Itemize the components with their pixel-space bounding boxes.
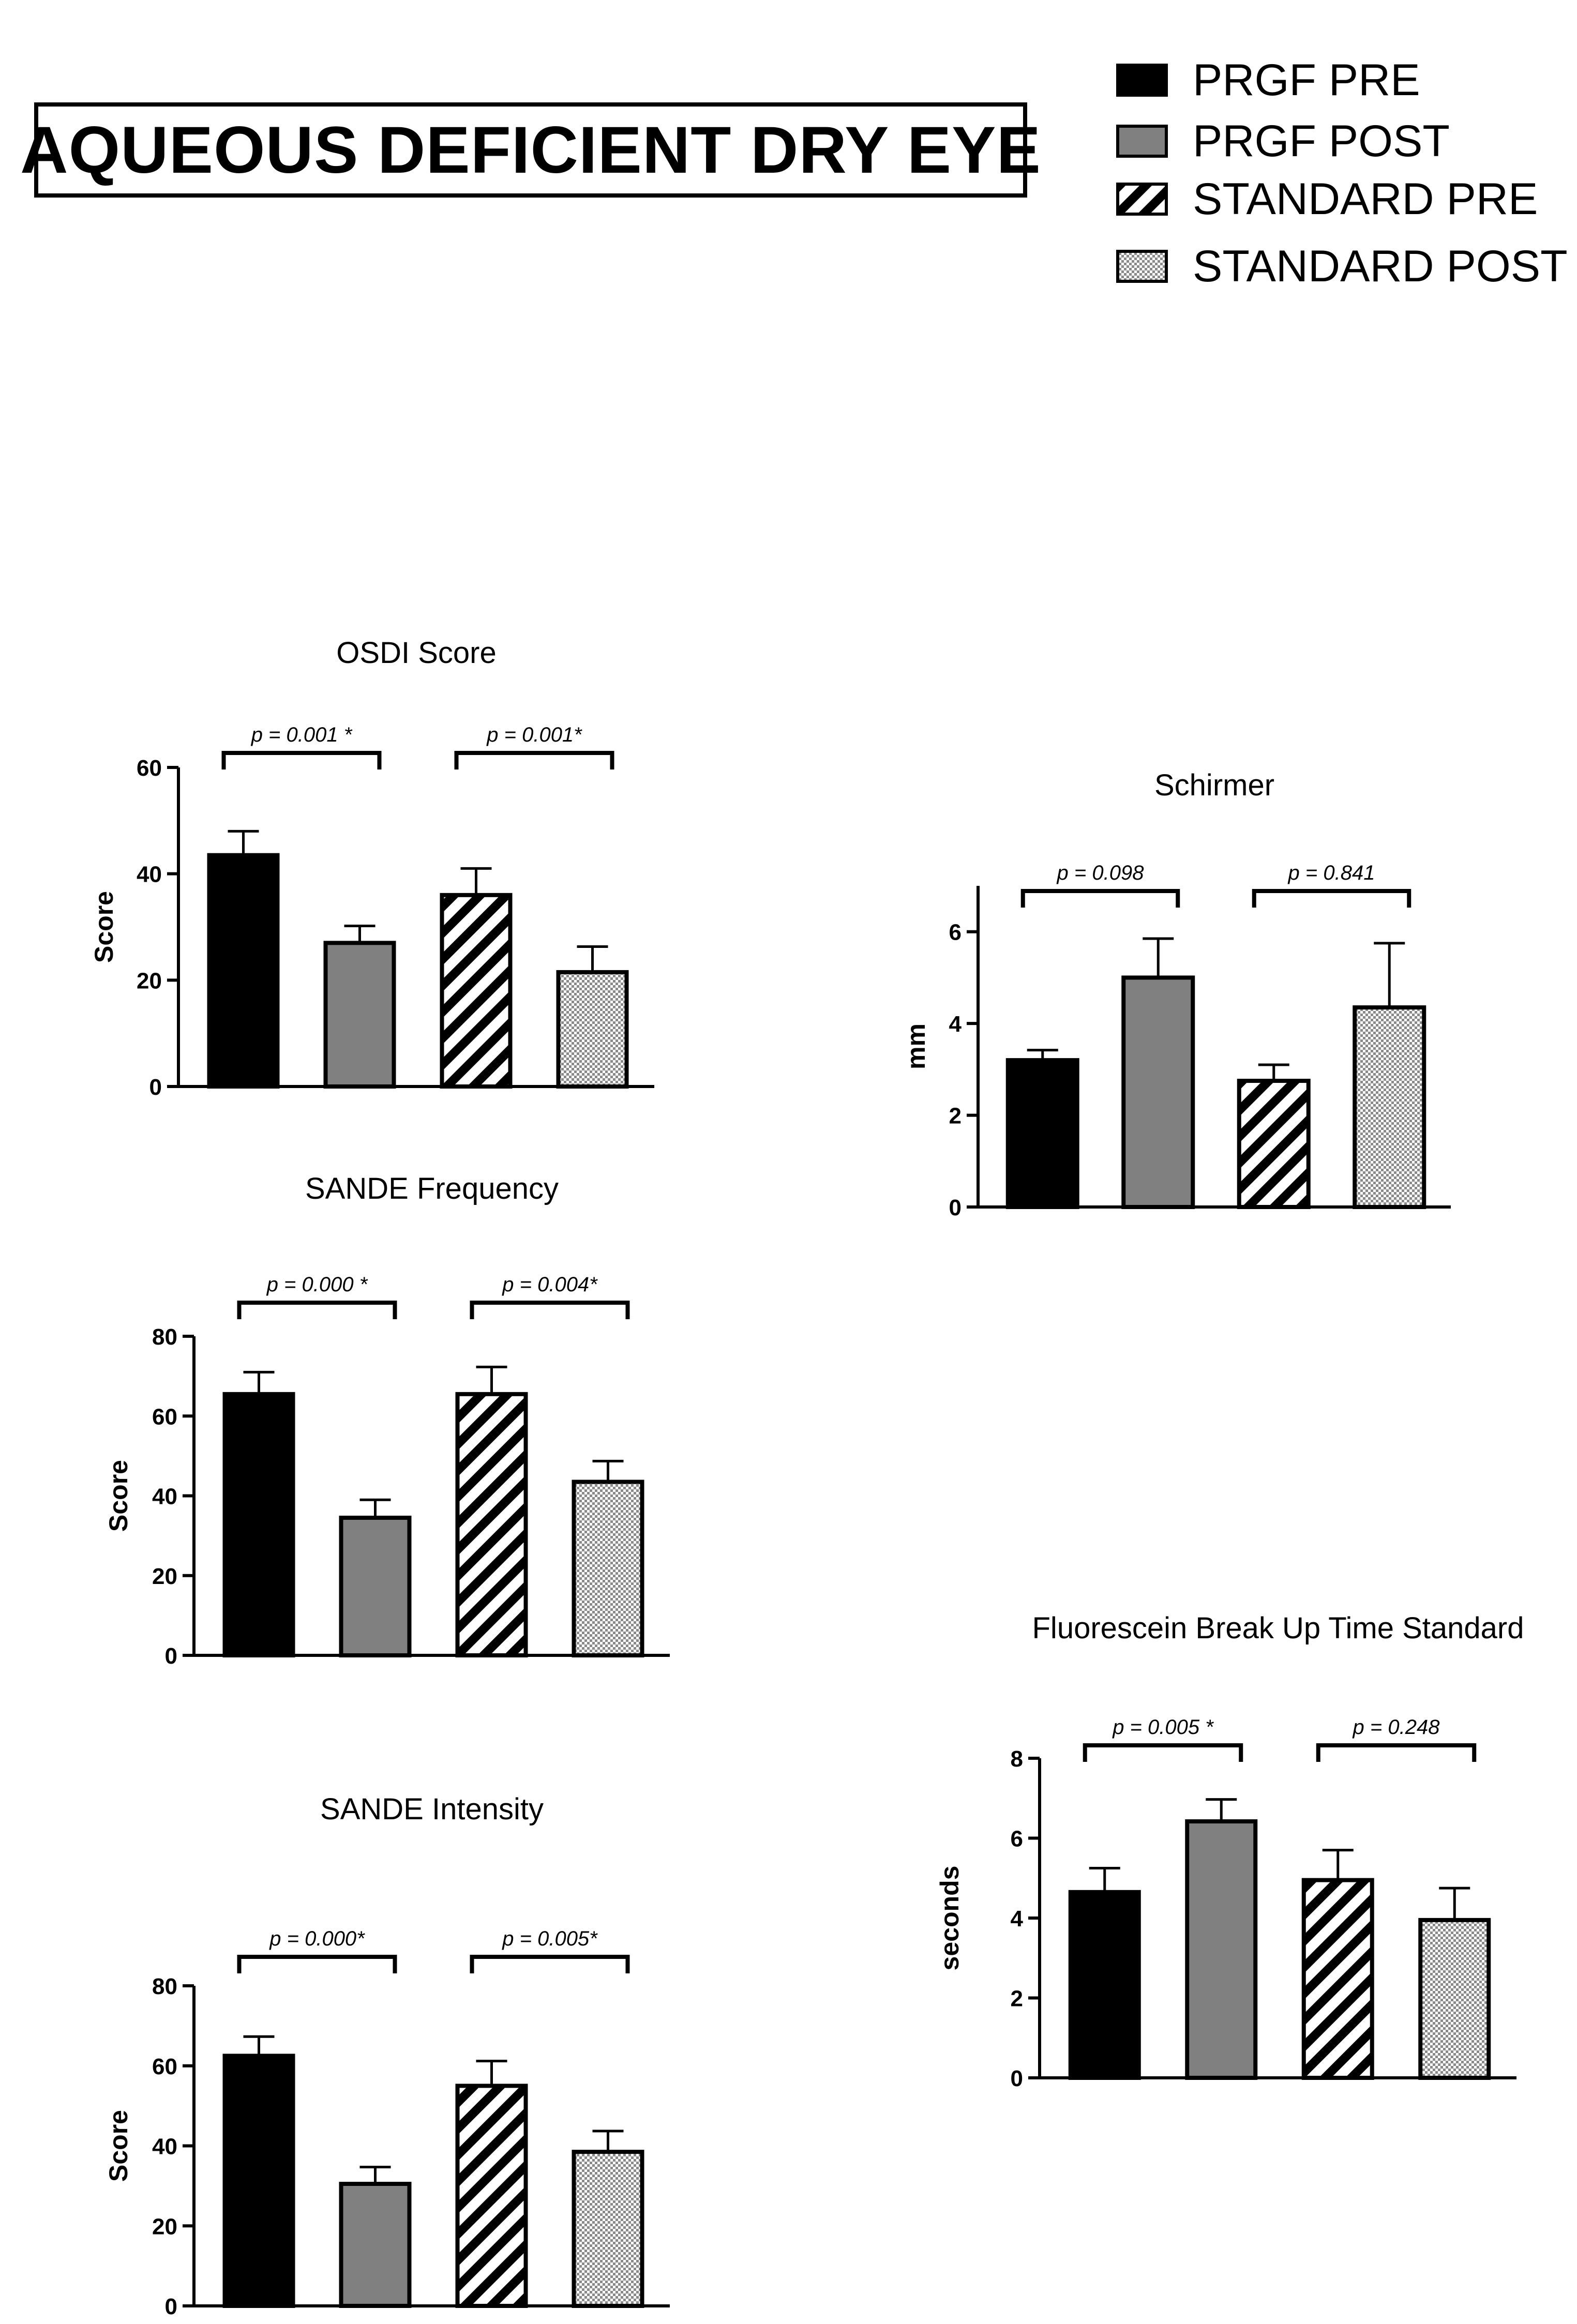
bar bbox=[556, 970, 629, 1089]
bar bbox=[222, 2054, 295, 2308]
significance-bracket bbox=[237, 1955, 397, 1973]
y-tick-label: 0 bbox=[949, 1195, 962, 1220]
bar bbox=[572, 1480, 644, 1658]
bar bbox=[222, 1392, 295, 1658]
y-tick-label: 2 bbox=[949, 1104, 962, 1129]
p-value-label: p = 0.005* bbox=[502, 1927, 598, 1950]
significance-bracket bbox=[1252, 889, 1411, 908]
y-tick-label: 4 bbox=[1011, 1906, 1024, 1931]
chart-title: Schirmer bbox=[1154, 768, 1274, 802]
bar bbox=[207, 853, 280, 1089]
y-tick-label: 20 bbox=[137, 968, 162, 993]
y-tick-label: 60 bbox=[152, 2054, 177, 2079]
bar bbox=[1237, 1079, 1311, 1209]
y-tick-label: 0 bbox=[165, 1643, 177, 1669]
bar bbox=[1185, 1819, 1258, 2080]
legend-item: STANDARD PRE bbox=[1116, 171, 1538, 228]
legend-item: PRGF POST bbox=[1116, 113, 1450, 170]
legend-swatch bbox=[1116, 125, 1168, 158]
y-tick-label: 40 bbox=[152, 1484, 177, 1510]
p-value-label: p = 0.001* bbox=[486, 723, 582, 746]
y-tick-label: 0 bbox=[165, 2294, 177, 2319]
significance-bracket bbox=[470, 1301, 630, 1319]
bar bbox=[572, 2150, 644, 2308]
chart-fbut: Fluorescein Break Up Time Standard second… bbox=[935, 1611, 1524, 2091]
figure-title-text: AQUEOUS DEFICIENT DRY EYE bbox=[20, 113, 1041, 187]
p-value-label: p = 0.098 bbox=[1057, 862, 1145, 884]
legend-label: PRGF PRE bbox=[1193, 55, 1420, 105]
legend-label: STANDARD POST bbox=[1193, 241, 1568, 291]
legend: PRGF PRE PRGF POST STANDARD PRE STANDARD PO… bbox=[1116, 52, 1577, 295]
figure-title: AQUEOUS DEFICIENT DRY EYE bbox=[20, 102, 1041, 198]
chart-title: SANDE Frequency bbox=[305, 1172, 559, 1205]
bar bbox=[323, 941, 396, 1089]
legend-item: STANDARD POST bbox=[1116, 238, 1568, 295]
p-value-label: p = 0.005 * bbox=[1112, 1716, 1214, 1739]
chart-sande_int: SANDE Intensity Score 0 20 40 60 80 p = 0.000* p… bbox=[104, 1792, 670, 2319]
bar bbox=[455, 2084, 528, 2308]
y-axis-label: Score bbox=[89, 891, 118, 963]
p-value-label: p = 0.004* bbox=[502, 1273, 598, 1296]
chart-title: Fluorescein Break Up Time Standard bbox=[1032, 1611, 1524, 1645]
legend-swatch bbox=[1116, 64, 1168, 97]
legend-label: STANDARD PRE bbox=[1193, 174, 1538, 224]
y-tick-label: 2 bbox=[1011, 1986, 1023, 2012]
significance-bracket bbox=[1020, 889, 1180, 908]
bar bbox=[1353, 1005, 1426, 1210]
y-tick-label: 8 bbox=[1011, 1746, 1023, 1772]
y-tick-label: 20 bbox=[152, 2214, 177, 2239]
chart-schirmer: Schirmer mm 0 2 4 6 p = 0.098 p = 0.841 bbox=[902, 768, 1451, 1220]
significance-bracket bbox=[1083, 1743, 1243, 1762]
bar bbox=[1418, 1918, 1491, 2080]
y-tick-label: 40 bbox=[152, 2134, 177, 2160]
y-tick-label: 80 bbox=[152, 1974, 177, 1999]
p-value-label: p = 0.841 bbox=[1288, 862, 1375, 884]
chart-sande_freq: SANDE Frequency Score 0 20 40 60 80 p = 0.000 *… bbox=[104, 1172, 670, 1669]
bar bbox=[1301, 1878, 1374, 2080]
p-value-label: p = 0.001 * bbox=[251, 723, 353, 746]
bar bbox=[1121, 975, 1195, 1210]
y-tick-label: 80 bbox=[152, 1324, 177, 1350]
bar bbox=[1005, 1058, 1079, 1209]
y-tick-label: 60 bbox=[137, 756, 162, 781]
bar bbox=[1068, 1890, 1141, 2080]
y-tick-label: 60 bbox=[152, 1404, 177, 1429]
p-value-label: p = 0.000 * bbox=[266, 1273, 368, 1296]
y-tick-label: 6 bbox=[1011, 1827, 1023, 1852]
legend-label: PRGF POST bbox=[1193, 116, 1450, 166]
y-axis-label: Score bbox=[104, 1460, 133, 1532]
legend-item: PRGF PRE bbox=[1116, 52, 1420, 109]
bar bbox=[440, 893, 513, 1089]
y-tick-label: 20 bbox=[152, 1564, 177, 1589]
bar bbox=[339, 2182, 412, 2308]
bar bbox=[339, 1515, 412, 1657]
y-axis-label: Score bbox=[104, 2110, 133, 2182]
significance-bracket bbox=[221, 751, 382, 769]
y-tick-label: 40 bbox=[137, 862, 162, 887]
bar bbox=[455, 1392, 528, 1658]
significance-bracket bbox=[237, 1301, 397, 1319]
y-axis-label: mm bbox=[902, 1023, 930, 1069]
chart-title: OSDI Score bbox=[336, 636, 496, 670]
legend-swatch bbox=[1116, 250, 1168, 283]
y-tick-label: 0 bbox=[1011, 2066, 1023, 2091]
p-value-label: p = 0.248 bbox=[1353, 1716, 1440, 1739]
significance-bracket bbox=[454, 751, 614, 769]
significance-bracket bbox=[1316, 1743, 1477, 1762]
chart-osdi: OSDI Score Score 0 20 40 60 p = 0.001 * p = 0.0… bbox=[89, 636, 654, 1100]
significance-bracket bbox=[470, 1955, 630, 1973]
y-tick-label: 6 bbox=[949, 920, 962, 945]
y-tick-label: 0 bbox=[149, 1075, 162, 1100]
p-value-label: p = 0.000* bbox=[269, 1927, 365, 1950]
chart-title: SANDE Intensity bbox=[320, 1792, 544, 1826]
legend-swatch bbox=[1116, 183, 1168, 216]
y-axis-label: seconds bbox=[935, 1866, 964, 1971]
y-tick-label: 4 bbox=[949, 1012, 962, 1037]
